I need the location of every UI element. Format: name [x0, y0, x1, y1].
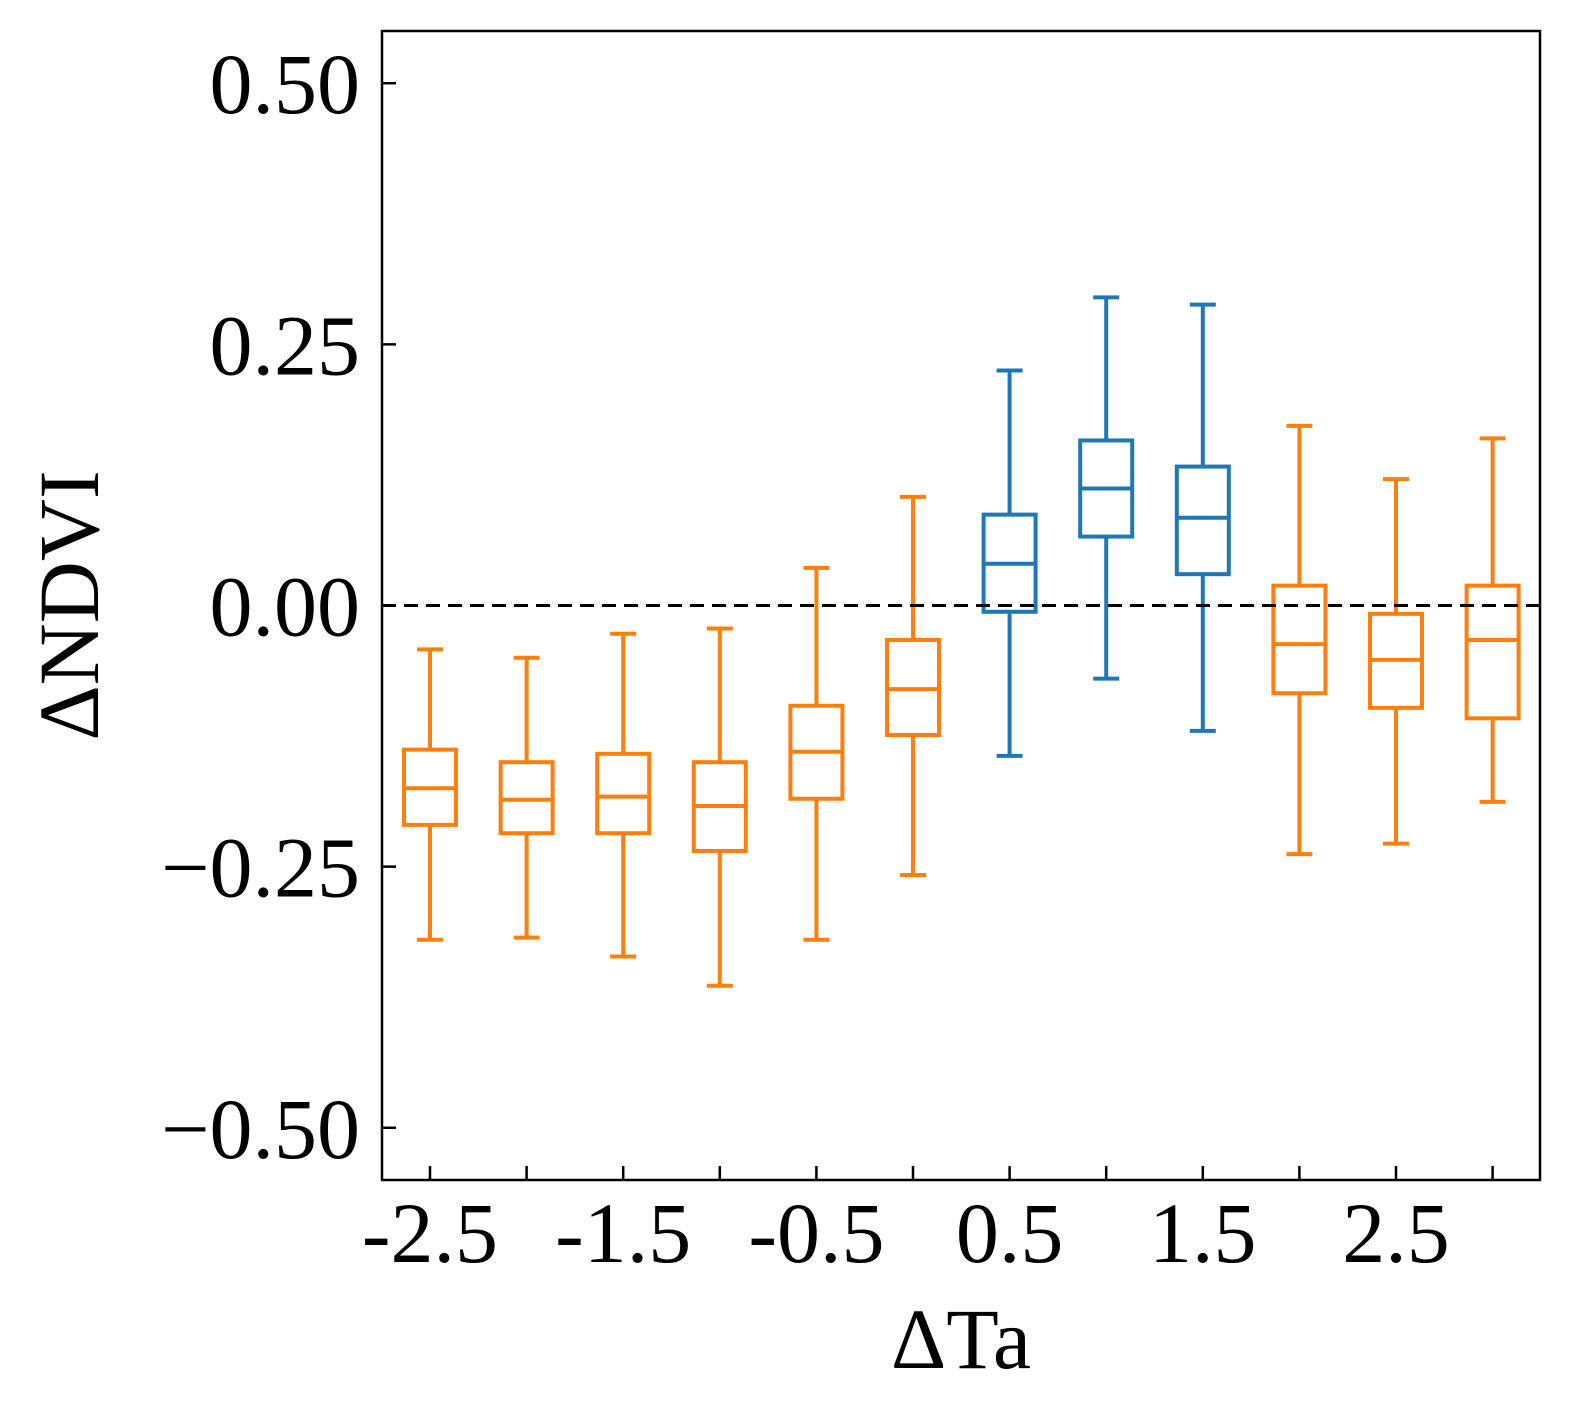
box-iqr — [595, 751, 652, 836]
x-tick-label: 1.5 — [1149, 1185, 1257, 1281]
box-group — [595, 631, 652, 959]
box-group — [1464, 436, 1521, 804]
y-tick-label: 0.25 — [210, 297, 361, 393]
x-tick-label: -1.5 — [555, 1185, 691, 1281]
box-group — [981, 368, 1038, 758]
y-tick-label: 0.50 — [210, 36, 361, 132]
x-tick-label: 0.5 — [956, 1185, 1064, 1281]
box-group — [1174, 302, 1231, 733]
x-tick-label: -0.5 — [748, 1185, 884, 1281]
x-axis-title: ΔTa — [891, 1291, 1031, 1387]
box-iqr — [498, 760, 555, 836]
box-group — [402, 647, 458, 942]
box-iqr — [1271, 583, 1328, 696]
box-group — [1368, 477, 1424, 846]
box-iqr — [1174, 464, 1231, 577]
box-group — [691, 626, 748, 988]
box-group — [1078, 295, 1135, 681]
x-tick-label: -2.5 — [362, 1185, 498, 1281]
x-tick-label: 2.5 — [1342, 1185, 1450, 1281]
y-axis-title: ΔNDVI — [21, 470, 117, 740]
box-group — [1271, 423, 1328, 857]
box-group — [498, 655, 555, 940]
boxes-layer — [402, 295, 1521, 988]
x-axis: -2.5 -1.5 -0.5 0.5 1.5 2.5 — [362, 1166, 1494, 1281]
box-iqr — [1464, 583, 1521, 721]
y-tick-label: −0.25 — [161, 820, 360, 916]
y-tick-label: −0.50 — [161, 1081, 360, 1177]
box-group — [885, 494, 941, 877]
y-tick-label: 0.00 — [210, 559, 361, 655]
y-axis: 0.50 0.25 0.00 −0.25 −0.50 — [161, 36, 396, 1177]
box-group — [788, 565, 845, 942]
